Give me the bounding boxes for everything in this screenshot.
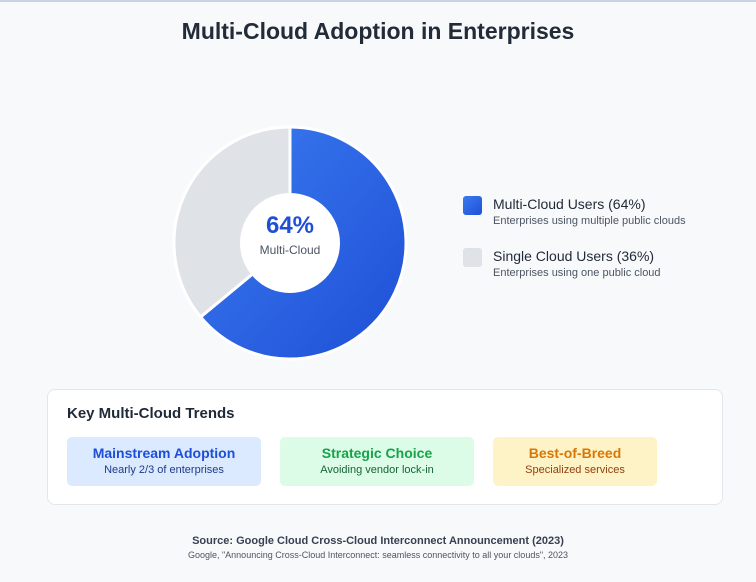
trend-card-subtitle: Specialized services <box>525 464 625 476</box>
trend-card-mainstream: Mainstream Adoption Nearly 2/3 of enterp… <box>67 437 261 486</box>
trend-card-subtitle: Avoiding vendor lock-in <box>320 464 434 476</box>
legend: Multi-Cloud Users (64%) Enterprises usin… <box>463 196 686 300</box>
legend-label-multi-cloud: Multi-Cloud Users (64%) <box>493 196 646 212</box>
chart-title: Multi-Cloud Adoption in Enterprises <box>181 18 575 44</box>
donut-chart <box>172 125 408 361</box>
center-percentage: 64% <box>265 212 315 239</box>
trends-panel: Key Multi-Cloud Trends Mainstream Adopti… <box>47 389 723 505</box>
legend-item-multi-cloud: Multi-Cloud Users (64%) Enterprises usin… <box>463 196 686 227</box>
legend-desc-single-cloud: Enterprises using one public cloud <box>493 267 661 279</box>
center-label: Multi-Cloud <box>259 243 321 257</box>
trend-card-heading: Strategic Choice <box>321 445 433 461</box>
legend-label-single-cloud: Single Cloud Users (36%) <box>493 248 655 264</box>
slice-single-cloud <box>172 125 292 320</box>
donut-hole <box>240 193 340 293</box>
trend-card-strategic: Strategic Choice Avoiding vendor lock-in <box>280 437 474 486</box>
trend-card-subtitle: Nearly 2/3 of enterprises <box>104 464 224 476</box>
top-border <box>0 0 756 2</box>
trends-title: Key Multi-Cloud Trends <box>67 405 235 422</box>
legend-item-single-cloud: Single Cloud Users (36%) Enterprises usi… <box>463 248 686 279</box>
legend-desc-multi-cloud: Enterprises using multiple public clouds <box>493 215 686 227</box>
legend-swatch-single-cloud <box>463 248 482 267</box>
trend-card-heading: Mainstream Adoption <box>92 445 236 461</box>
trend-card-best-of-breed: Best-of-Breed Specialized services <box>493 437 657 486</box>
source-line: Source: Google Cloud Cross-Cloud Interco… <box>192 535 564 547</box>
citation-line: Google, "Announcing Cross-Cloud Intercon… <box>187 550 569 560</box>
trend-card-heading: Best-of-Breed <box>528 445 622 461</box>
legend-swatch-multi-cloud <box>463 196 482 215</box>
